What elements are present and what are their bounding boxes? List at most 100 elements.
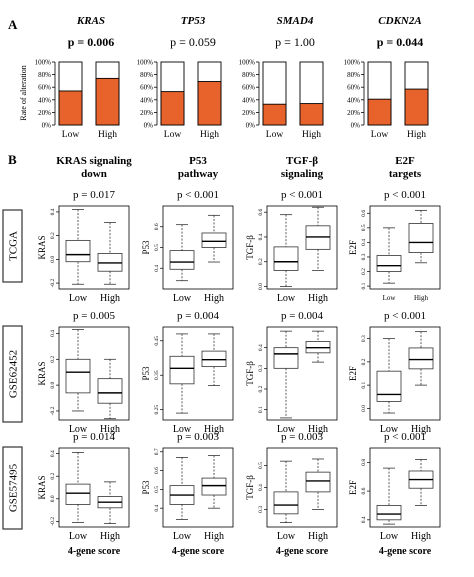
y-tick-label: 60% bbox=[140, 84, 153, 92]
cohort-label-box bbox=[2, 446, 23, 530]
box-iqr bbox=[408, 223, 434, 253]
x-category-label: High bbox=[411, 531, 431, 542]
y-tick-label: 0.4 bbox=[154, 265, 160, 272]
x-category-label: High bbox=[204, 293, 224, 304]
y-tick-label: 0.6 bbox=[361, 210, 367, 217]
cohort-label: GSE62452 bbox=[8, 350, 20, 398]
y-tick-label: 0.8 bbox=[361, 459, 367, 466]
box-iqr bbox=[273, 246, 299, 271]
x-category-label: High bbox=[414, 294, 429, 302]
y-tick-label: 100% bbox=[344, 59, 361, 67]
y-tick-label: 0.1 bbox=[361, 282, 367, 289]
box-iqr bbox=[376, 255, 402, 272]
x-category-label: High bbox=[204, 424, 224, 435]
p-value-label: p < 0.001 bbox=[281, 189, 323, 201]
box-iqr bbox=[97, 378, 123, 404]
x-category-label: High bbox=[308, 531, 328, 542]
p-value-label: p = 0.059 bbox=[170, 35, 216, 49]
y-tick-label: 0.25 bbox=[154, 405, 160, 415]
y-tick-label: 0.6 bbox=[361, 487, 367, 494]
y-tick-label: 40% bbox=[140, 96, 153, 104]
y-tick-label: 100% bbox=[35, 59, 52, 67]
y-axis-label: TGF-β bbox=[245, 361, 255, 386]
y-tick-label: 0.2 bbox=[361, 358, 367, 365]
p-value-label: p = 0.017 bbox=[73, 189, 115, 201]
p-value-label: p < 0.001 bbox=[384, 189, 426, 201]
y-tick-label: 0.45 bbox=[154, 336, 160, 346]
x-category-label: Low bbox=[277, 424, 296, 435]
boxplot-gse62452-e2f: p < 0.001 0.0 0.1 0.2 0.3 E2F Low High bbox=[348, 310, 441, 435]
column-title: down bbox=[81, 168, 107, 180]
y-tick-label: 0% bbox=[42, 122, 52, 130]
bar-altered bbox=[299, 103, 324, 126]
y-tick-label: 0.0 bbox=[50, 381, 56, 388]
x-category-label: Low bbox=[173, 531, 192, 542]
y-tick-label: 0.5 bbox=[154, 486, 160, 493]
y-tick-label: 80% bbox=[140, 71, 153, 79]
panel-b-boxplots: KRAS signalingdownP53pathwayTGF-βsignali… bbox=[2, 155, 441, 557]
column-title: TGF-β bbox=[286, 155, 318, 167]
y-tick-label: 0.2 bbox=[361, 268, 367, 275]
box-iqr bbox=[408, 347, 434, 370]
column-title: targets bbox=[389, 168, 422, 180]
y-axis-label: KRAS bbox=[37, 475, 47, 499]
y-tick-label: 0.4 bbox=[154, 505, 160, 512]
y-tick-label: 0% bbox=[144, 122, 154, 130]
p-value-label: p = 0.004 bbox=[281, 310, 323, 322]
box-iqr bbox=[169, 250, 195, 270]
y-tick-label: 20% bbox=[347, 109, 360, 117]
y-tick-label: 100% bbox=[137, 59, 154, 67]
y-axis-label: TGF-β bbox=[245, 235, 255, 260]
boxplot-tcga-kras: p = 0.017 -0.2 0.0 0.2 0.4 KRAS Low High bbox=[37, 189, 130, 304]
x-category-label: Low bbox=[266, 130, 284, 140]
plot-frame bbox=[58, 326, 130, 421]
box-iqr bbox=[65, 483, 91, 505]
p-value-label: p = 0.003 bbox=[177, 431, 219, 443]
boxplot-gse62452-kras: p = 0.005 -0.2 0.0 0.2 0.4 KRAS Low High bbox=[37, 310, 130, 435]
y-tick-label: 0.4 bbox=[258, 233, 264, 240]
x-category-label: Low bbox=[371, 130, 389, 140]
y-tick-label: 20% bbox=[140, 109, 153, 117]
bar-altered bbox=[367, 98, 392, 126]
x-category-label: Low bbox=[383, 294, 397, 302]
x-category-label: High bbox=[100, 531, 120, 542]
bar-altered bbox=[58, 90, 83, 126]
x-category-label: Low bbox=[173, 293, 192, 304]
y-axis-label: P53 bbox=[141, 366, 151, 381]
y-tick-label: 0.4 bbox=[258, 344, 264, 351]
x-category-label: High bbox=[308, 293, 328, 304]
y-tick-label: 0.7 bbox=[154, 448, 160, 455]
y-tick-label: 80% bbox=[38, 71, 51, 79]
y-axis-label: KRAS bbox=[37, 361, 47, 385]
box-iqr bbox=[65, 358, 91, 394]
x-axis-label: 4-gene score bbox=[68, 546, 121, 557]
column-title: E2F bbox=[395, 155, 415, 167]
y-tick-label: 0.6 bbox=[154, 467, 160, 474]
plot-frame bbox=[369, 326, 441, 421]
column-title: KRAS signaling bbox=[56, 155, 132, 167]
x-axis-label: 4-gene score bbox=[276, 546, 329, 557]
p-value-label: p < 0.001 bbox=[177, 189, 219, 201]
y-tick-label: 0% bbox=[246, 122, 256, 130]
gene-title: TP53 bbox=[181, 15, 206, 27]
p-value-label: p = 0.014 bbox=[73, 431, 115, 443]
y-tick-label: 40% bbox=[347, 96, 360, 104]
boxplot-gse57495-p53: p = 0.003 0.4 0.5 0.6 0.7 P53 Low High bbox=[141, 431, 234, 542]
plot-frame bbox=[369, 447, 441, 528]
y-tick-label: 0.4 bbox=[50, 450, 56, 457]
y-axis-label: P53 bbox=[141, 480, 151, 495]
y-tick-label: 0.3 bbox=[258, 506, 264, 513]
y-tick-label: 0.2 bbox=[258, 258, 264, 265]
x-category-label: Low bbox=[380, 531, 399, 542]
p-value-label: p = 0.044 bbox=[377, 35, 424, 49]
y-axis-label: TGF-β bbox=[245, 475, 255, 500]
y-tick-label: 0.4 bbox=[50, 330, 56, 337]
y-tick-label: 60% bbox=[38, 84, 51, 92]
box-iqr bbox=[376, 370, 402, 402]
gene-title: CDKN2A bbox=[378, 15, 421, 27]
y-tick-label: 0.4 bbox=[361, 239, 367, 246]
box-iqr bbox=[169, 355, 195, 385]
boxplot-gse57495-e2f: p < 0.001 0.4 0.6 0.8 E2F Low High bbox=[348, 431, 441, 542]
